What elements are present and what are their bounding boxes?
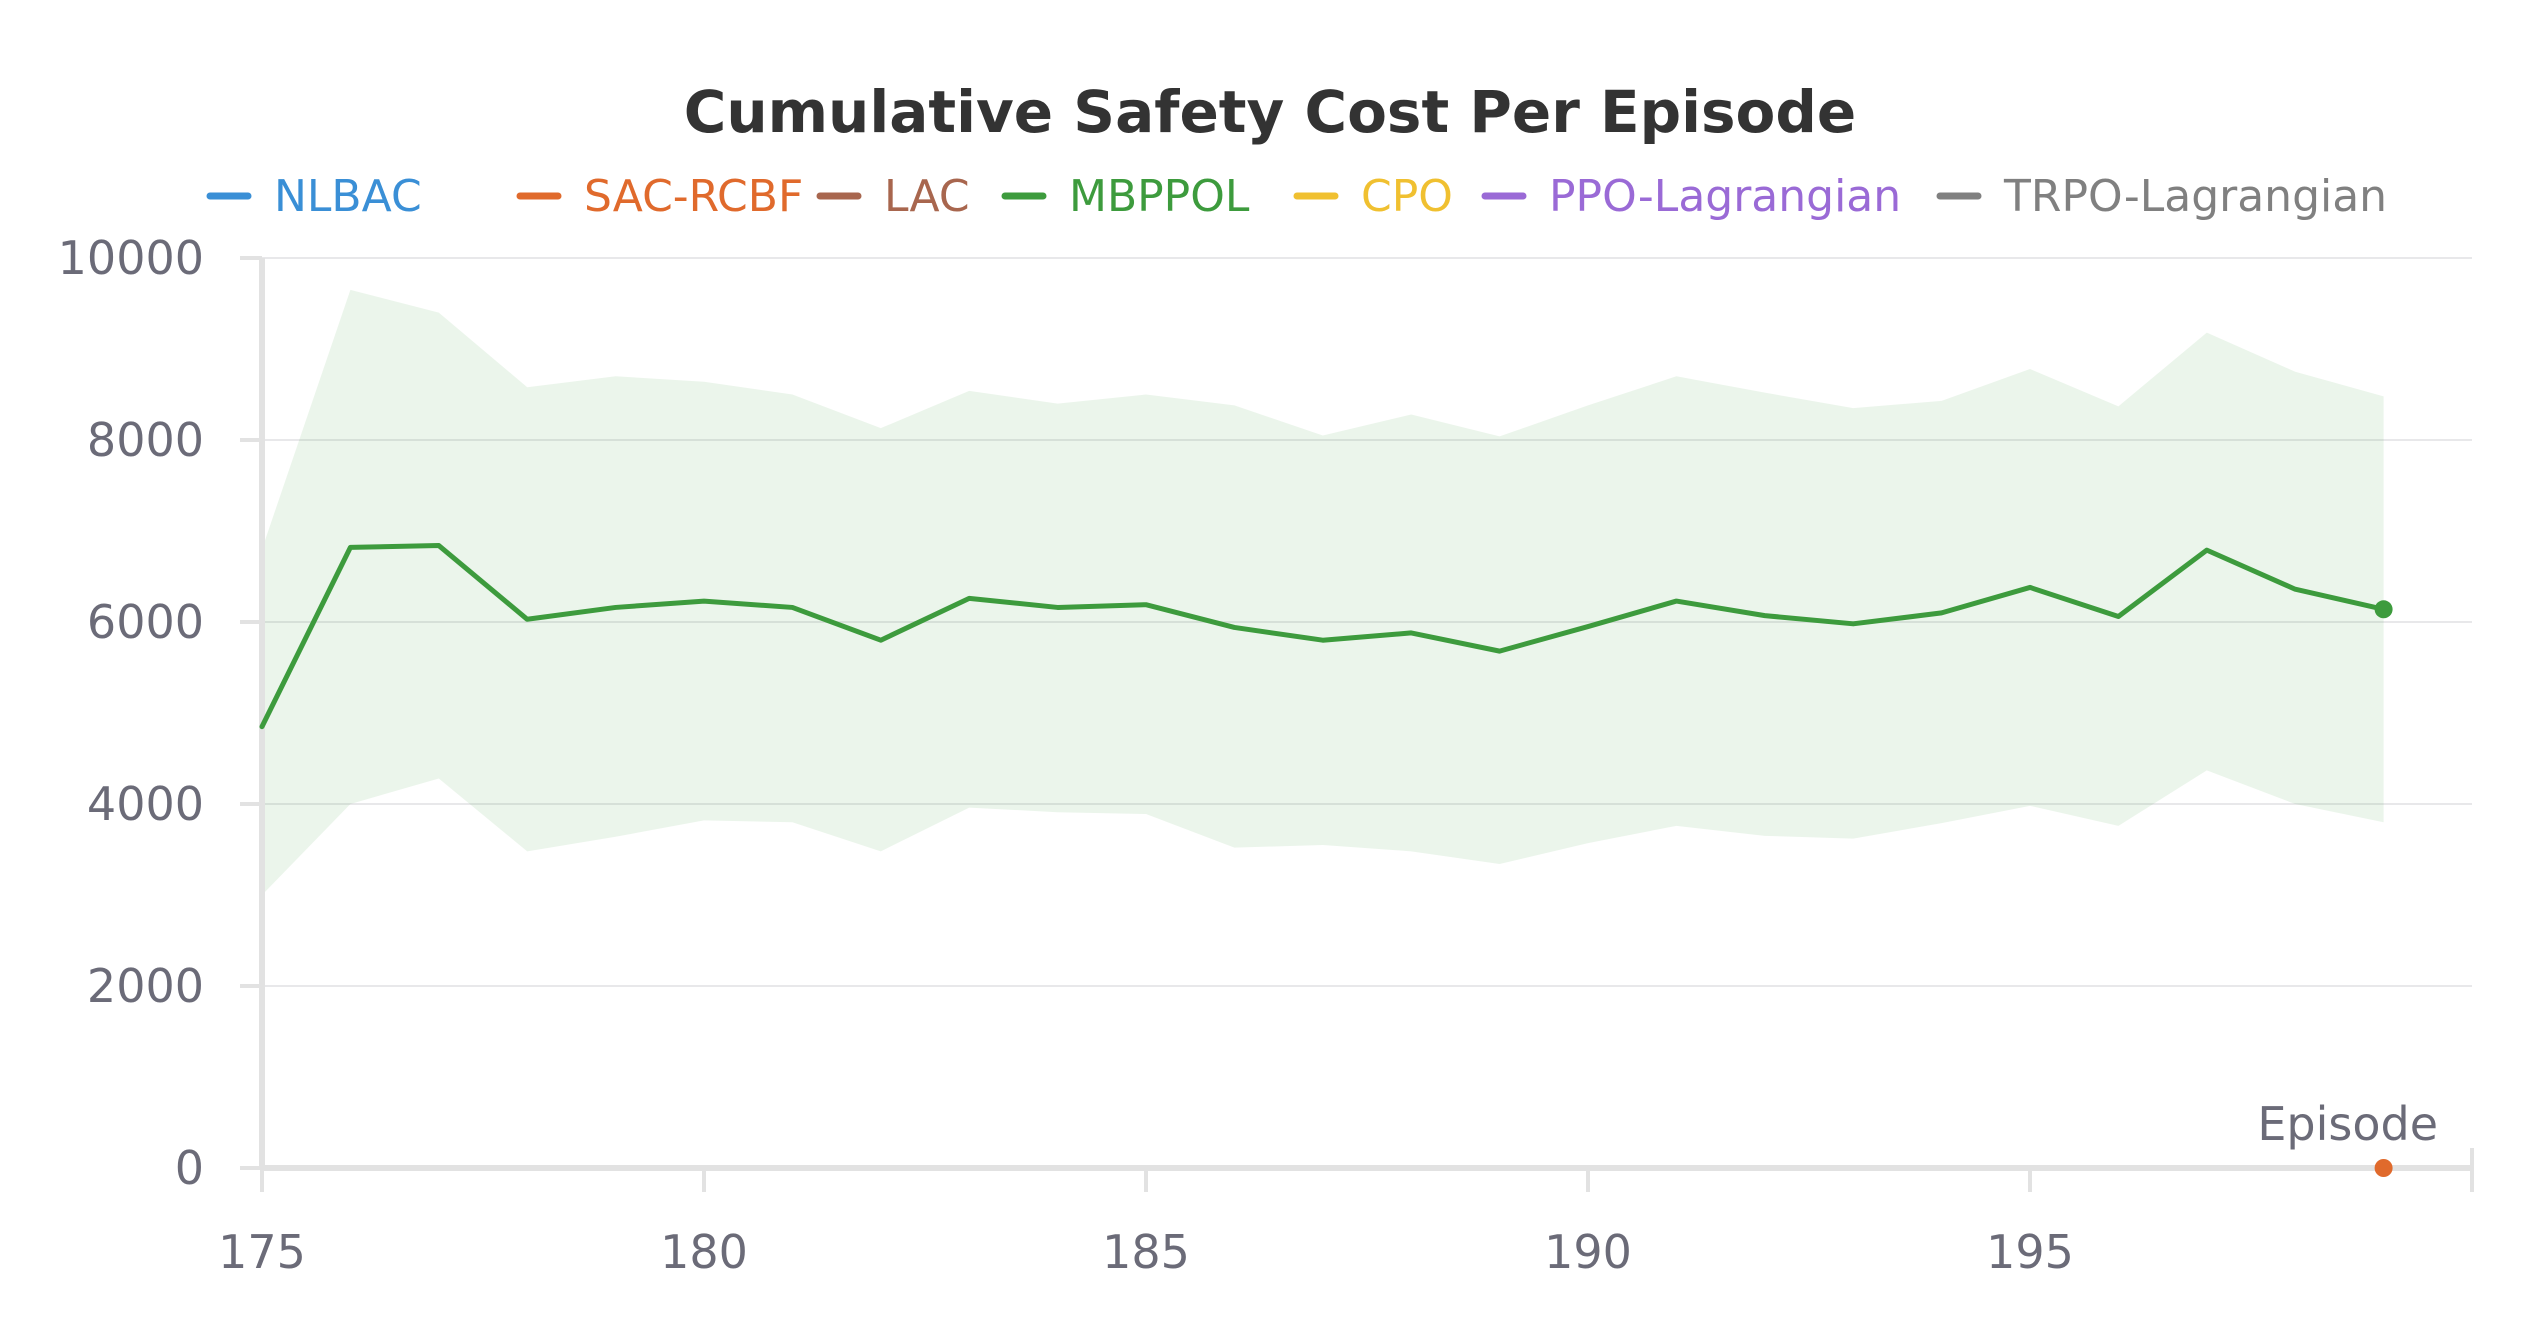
legend-label-cpo: CPO [1361,171,1453,222]
legend-label-lac: LAC [884,171,970,222]
x-tick-labels: 175 180 185 190 195 [218,1225,2074,1279]
legend-item-cpo[interactable]: CPO [1293,171,1453,222]
legend: NLBAC SAC-RCBF LAC MBPPOL CPO PPO-Lagrangian T… [206,171,2387,222]
series-end-point-mbppol [2374,600,2393,619]
x-tick-label-195: 195 [1986,1225,2074,1279]
legend-item-sac-rcbf[interactable]: SAC-RCBF [516,171,803,222]
x-tick-label-180: 180 [660,1225,748,1279]
series-point-sac-rcbf [2374,1159,2393,1177]
y-tick-label-10000: 10000 [58,231,204,285]
legend-item-trpo-lagrangian[interactable]: TRPO-Lagrangian [1936,171,2387,222]
series-line-mbppol [259,543,2387,730]
legend-item-mbppol[interactable]: MBPPOL [1001,171,1250,222]
x-tick-label-185: 185 [1102,1225,1190,1279]
x-axis-title: Episode [2257,1097,2438,1151]
y-tick-label-0: 0 [175,1141,204,1195]
axes [240,256,2474,1192]
legend-label-sac-rcbf: SAC-RCBF [584,171,803,222]
y-tick-label-8000: 8000 [87,413,204,467]
x-tick-label-190: 190 [1544,1225,1632,1279]
y-tick-label-6000: 6000 [87,595,204,649]
x-tick-label-175: 175 [218,1225,306,1279]
legend-label-nlbac: NLBAC [274,171,422,222]
y-tick-label-4000: 4000 [87,777,204,831]
series-layer [259,543,2393,1177]
band-layer [262,289,2384,896]
legend-label-ppo-lagrangian: PPO-Lagrangian [1549,171,1901,222]
legend-item-lac[interactable]: LAC [816,171,970,222]
legend-label-trpo-lagrangian: TRPO-Lagrangian [2003,171,2387,222]
y-tick-label-2000: 2000 [87,959,204,1013]
y-tick-labels: 0 2000 4000 6000 8000 10000 [58,231,204,1195]
band-mbppol [262,289,2384,896]
grid [262,257,2472,1169]
legend-item-ppo-lagrangian[interactable]: PPO-Lagrangian [1481,171,1901,222]
legend-item-nlbac[interactable]: NLBAC [206,171,422,222]
legend-label-mbppol: MBPPOL [1069,171,1250,222]
chart-title: Cumulative Safety Cost Per Episode [684,78,1857,146]
